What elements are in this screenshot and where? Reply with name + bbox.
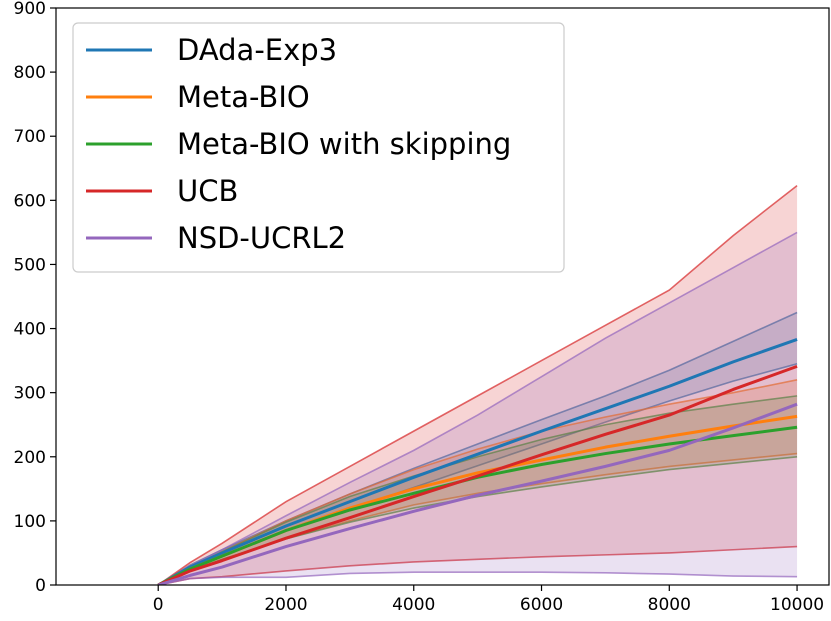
plot-frame bbox=[55, 7, 830, 586]
x-tick-label: 0 bbox=[153, 595, 164, 615]
y-tick-label: 300 bbox=[14, 384, 46, 404]
line-nsd-ucrl2 bbox=[157, 402, 798, 585]
x-tick-label: 6000 bbox=[520, 595, 563, 615]
x-tick-label: 2000 bbox=[264, 595, 307, 615]
band-upper-nsd-ucrl2 bbox=[157, 231, 798, 585]
legend-label-meta-bio-with-skipping: Meta-BIO with skipping bbox=[177, 127, 511, 161]
y-tick-label: 400 bbox=[14, 320, 46, 340]
legend-label-ucb: UCB bbox=[177, 174, 238, 208]
y-tick-label: 700 bbox=[14, 127, 46, 147]
legend-box bbox=[72, 22, 565, 273]
y-tick-label: 500 bbox=[14, 255, 46, 275]
band-lower-nsd-ucrl2 bbox=[158, 571, 798, 585]
band-upper-ucb bbox=[157, 184, 798, 585]
x-tick-label: 8000 bbox=[648, 595, 691, 615]
legend-label-meta-bio: Meta-BIO bbox=[177, 80, 310, 114]
confidence-bands bbox=[157, 184, 798, 585]
legend-label-dada-exp3: DAda-Exp3 bbox=[177, 33, 337, 67]
y-tick-label: 600 bbox=[14, 191, 46, 211]
line-ucb bbox=[157, 364, 798, 585]
y-tick-label: 900 bbox=[14, 0, 46, 19]
x-tick-label: 4000 bbox=[392, 595, 435, 615]
series-lines bbox=[157, 338, 798, 585]
x-tick-label: 10000 bbox=[770, 595, 824, 615]
band-ucb bbox=[158, 185, 798, 585]
band-meta-bio bbox=[158, 379, 798, 585]
axis-ticks: 0 2000 4000 6000 8000 10000 0 100 200 300 400 500 60… bbox=[14, 0, 825, 615]
y-tick-label: 0 bbox=[35, 576, 46, 596]
y-tick-label: 800 bbox=[14, 63, 46, 83]
line-dada-exp3 bbox=[157, 338, 798, 585]
legend-label-nsd-ucrl2: NSD-UCRL2 bbox=[177, 221, 346, 255]
y-tick-label: 200 bbox=[14, 448, 46, 468]
legend: DAda-Exp3 Meta-BIO Meta-BIO with skipping U… bbox=[72, 22, 565, 273]
y-tick-label: 100 bbox=[14, 512, 46, 532]
